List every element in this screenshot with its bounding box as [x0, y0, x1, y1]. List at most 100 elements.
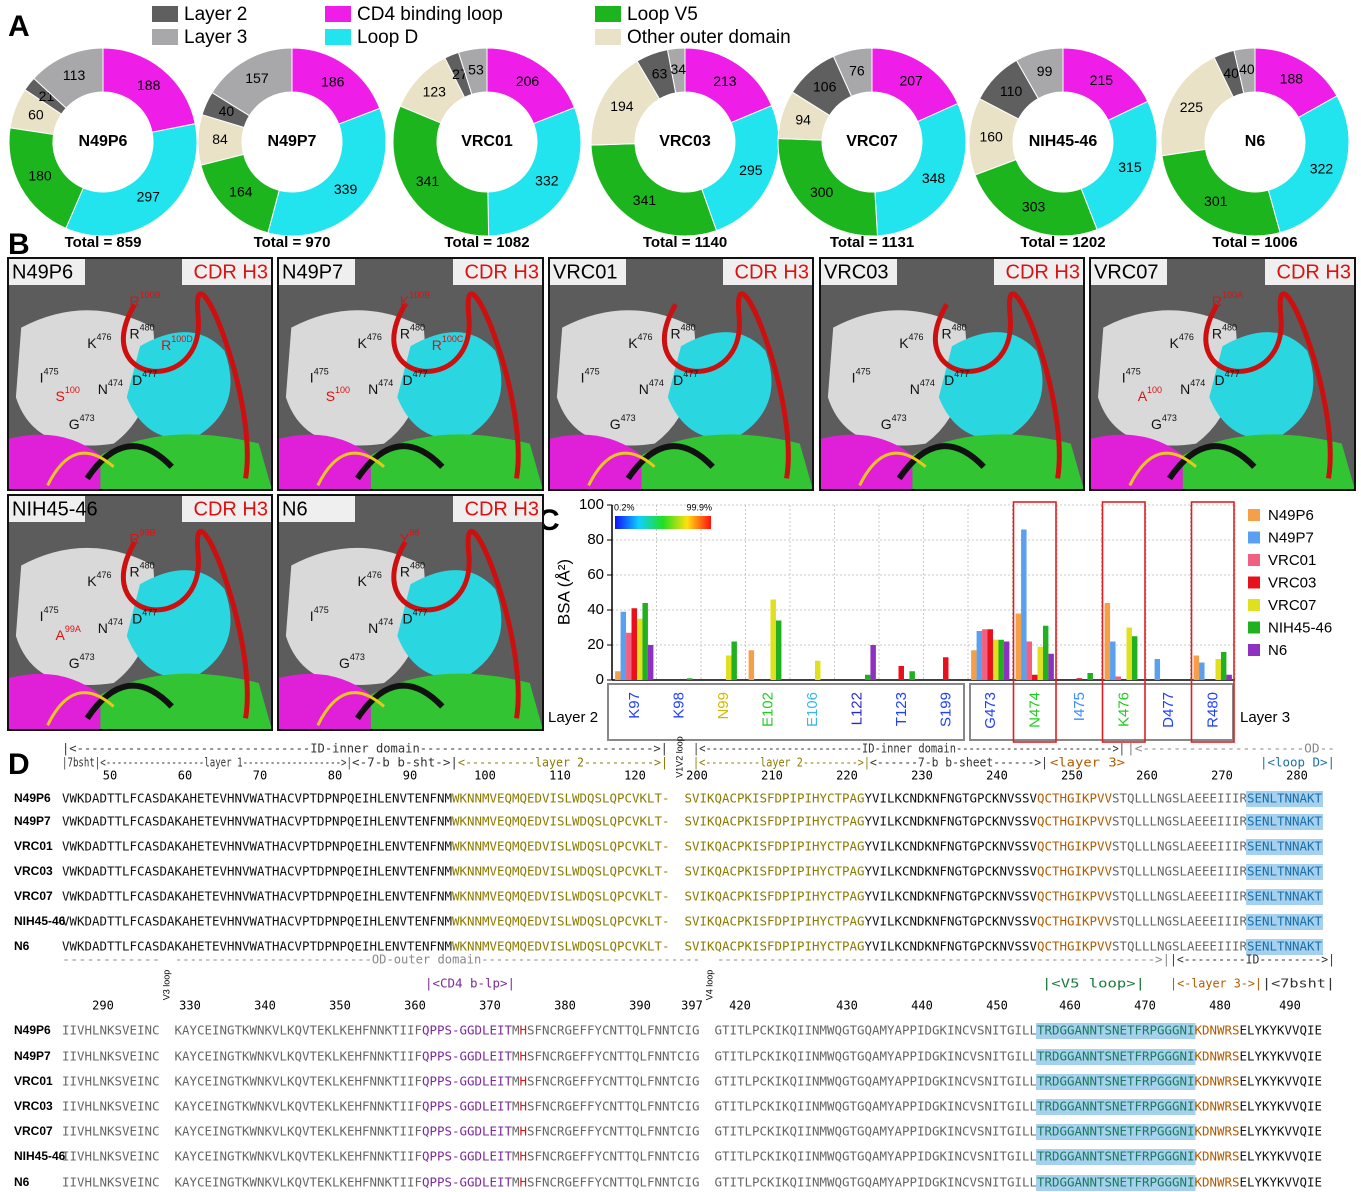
bar: [1032, 675, 1037, 680]
sequence-segment: H: [520, 1100, 528, 1114]
bar: [648, 645, 653, 680]
y-tick-label: 40: [587, 601, 604, 618]
residue-letter: R: [670, 325, 680, 341]
residue-number: 473: [1162, 413, 1177, 423]
segment-label: 315: [1118, 159, 1142, 175]
segment-label: 34: [670, 61, 686, 77]
legend-label: VRC03: [1268, 574, 1316, 591]
sequence-segment: TRDGGANNTSNETFRPGGGNI: [1037, 1125, 1195, 1139]
bar: [1004, 642, 1009, 681]
bar: [1105, 603, 1110, 680]
region-header: ---------------------------OD-outer doma…: [175, 953, 700, 967]
residue-letter: S: [326, 388, 335, 404]
bar: [770, 600, 775, 681]
residue-number: 474: [1190, 379, 1205, 389]
sequence-segment: KDNWRS: [1195, 1176, 1240, 1190]
segment-label: 207: [899, 72, 923, 88]
bar: [1087, 673, 1092, 680]
residue-letter: D: [132, 610, 142, 626]
sequence-segment: KAYCEINGTKWNKVLKQVTEKLKEHFNNKTIIF: [175, 1100, 423, 1114]
sequence-segment: KAYCEINGTKWNKVLKQVTEKLKEHFNNKTIIF: [175, 1075, 423, 1089]
x-tick-label: T123: [893, 692, 910, 726]
segment-label: 113: [63, 67, 86, 83]
residue-number: 440: [911, 999, 933, 1013]
donut-center-label: N49P6: [79, 133, 128, 150]
legend-swatch: [1248, 554, 1260, 566]
residue-letter: N: [368, 381, 378, 397]
segment-label: 106: [813, 78, 837, 94]
residue-number: 477: [954, 369, 969, 379]
sequence-segment: YVILKCNDKNFNGTGPCKNVSSV: [865, 792, 1038, 806]
figure: A B C D Layer 2Layer 3CD4 binding loopLo…: [0, 0, 1361, 1192]
residue-number: 350: [329, 999, 351, 1013]
structure-panel: N49P6CDR H3K476R480D477N474I475G473R100B…: [8, 258, 272, 490]
sequence-segment: QPPS-GGDLEIT: [422, 1075, 512, 1089]
bar: [1199, 663, 1204, 681]
bar: [1048, 654, 1053, 680]
sequence-segment: IIVHLNKSVEINC: [62, 1100, 160, 1114]
y-tick-label: 0: [596, 671, 604, 688]
sequence-segment: STQLLLNGSLAEEEIIIR: [1112, 915, 1248, 929]
cdr-label: CDR H3: [465, 498, 539, 520]
sequence-segment: WKNNMVEQMQEDVISLWDQSLQPCVKLT-: [452, 940, 670, 954]
loop-label: V4 loop: [704, 970, 714, 1001]
donut-segment: [1268, 96, 1349, 233]
x-tick-label: E102: [760, 692, 777, 727]
residue-number: 470: [1134, 999, 1156, 1013]
residue-number: 476: [367, 332, 382, 342]
sequence-segment: QPPS-GGDLEIT: [422, 1176, 512, 1190]
residue-number: 230: [911, 769, 933, 783]
residue-number: 100: [335, 386, 350, 396]
segment-label: 164: [229, 183, 253, 199]
region-subheader: |<7bsht|: [1262, 977, 1335, 991]
panel-label: B: [8, 228, 30, 261]
region-subheader: |<CD4 b-lp>|: [425, 977, 515, 991]
segment-label: 94: [795, 112, 811, 128]
residue-letter: R: [161, 337, 171, 353]
sequence-segment: SVIKQACPKISFDPIPIHYCTPAG: [685, 890, 865, 904]
residue-number: 475: [314, 606, 329, 616]
sequence-segment: YVILKCNDKNFNGTGPCKNVSSV: [865, 840, 1038, 854]
legend-swatch: [1248, 644, 1260, 656]
sequence-segment: SVIKQACPKISFDPIPIHYCTPAG: [685, 840, 865, 854]
segment-label: 180: [28, 168, 52, 184]
sequence-segment: STQLLLNGSLAEEEIIIR: [1112, 792, 1248, 806]
bar: [621, 612, 626, 680]
bar: [988, 629, 993, 680]
residue-letter: R: [1212, 293, 1222, 309]
segment-label: 186: [321, 73, 345, 89]
residue-letter: D: [403, 372, 413, 388]
residue-number: 475: [314, 367, 329, 377]
colorbar-label: 99.9%: [686, 502, 712, 512]
sequence-segment: KAYCEINGTKWNKVLKQVTEKLKEHFNNKTIIF: [175, 1176, 423, 1190]
legend-label: CD4 binding loop: [357, 4, 503, 25]
residue-number: 460: [1059, 999, 1081, 1013]
segment-label: 188: [1280, 71, 1304, 87]
sequence-segment: ELYKYKVVQIE: [1240, 1176, 1323, 1190]
sequence-segment: QCTHGIKPVV: [1037, 940, 1112, 954]
residue-letter: R: [129, 293, 139, 309]
residue-number: 100B: [140, 290, 161, 300]
antibody-name: NIH45-46: [14, 914, 66, 928]
bar: [1226, 675, 1231, 680]
sequence-segment: M: [512, 1150, 520, 1164]
cdr-label: CDR H3: [194, 261, 268, 283]
residue-number: 474: [378, 617, 393, 627]
sequence-segment: YVILKCNDKNFNGTGPCKNVSSV: [865, 915, 1038, 929]
antibody-name: N6: [14, 939, 30, 953]
residue-number: 370: [479, 999, 501, 1013]
legend-swatch: [1248, 532, 1260, 544]
sequence-segment: QPPS-GGDLEIT: [422, 1024, 512, 1038]
segment-label: 322: [1310, 160, 1334, 176]
sequence-segment: QPPS-GGDLEIT: [422, 1125, 512, 1139]
residue-number: 90: [403, 769, 417, 783]
panel-label: A: [8, 10, 30, 43]
residue-number: 99B: [140, 528, 156, 538]
residue-number: 110: [549, 769, 571, 783]
legend-label: Layer 3: [184, 27, 247, 48]
group-box: [970, 684, 1233, 740]
sequence-segment: QCTHGIKPVV: [1037, 865, 1112, 879]
sequence-segment: KAYCEINGTKWNKVLKQVTEKLKEHFNNKTIIF: [175, 1024, 423, 1038]
sequence-segment: VWKDADTTLFCASDAKAHETEVHNVWATHACVPTDPNPQE…: [62, 815, 452, 829]
sequence-segment: GTITLPCKIKQIINMWQGTGQAMYAPPIDGKINCVSNITG…: [715, 1100, 1038, 1114]
